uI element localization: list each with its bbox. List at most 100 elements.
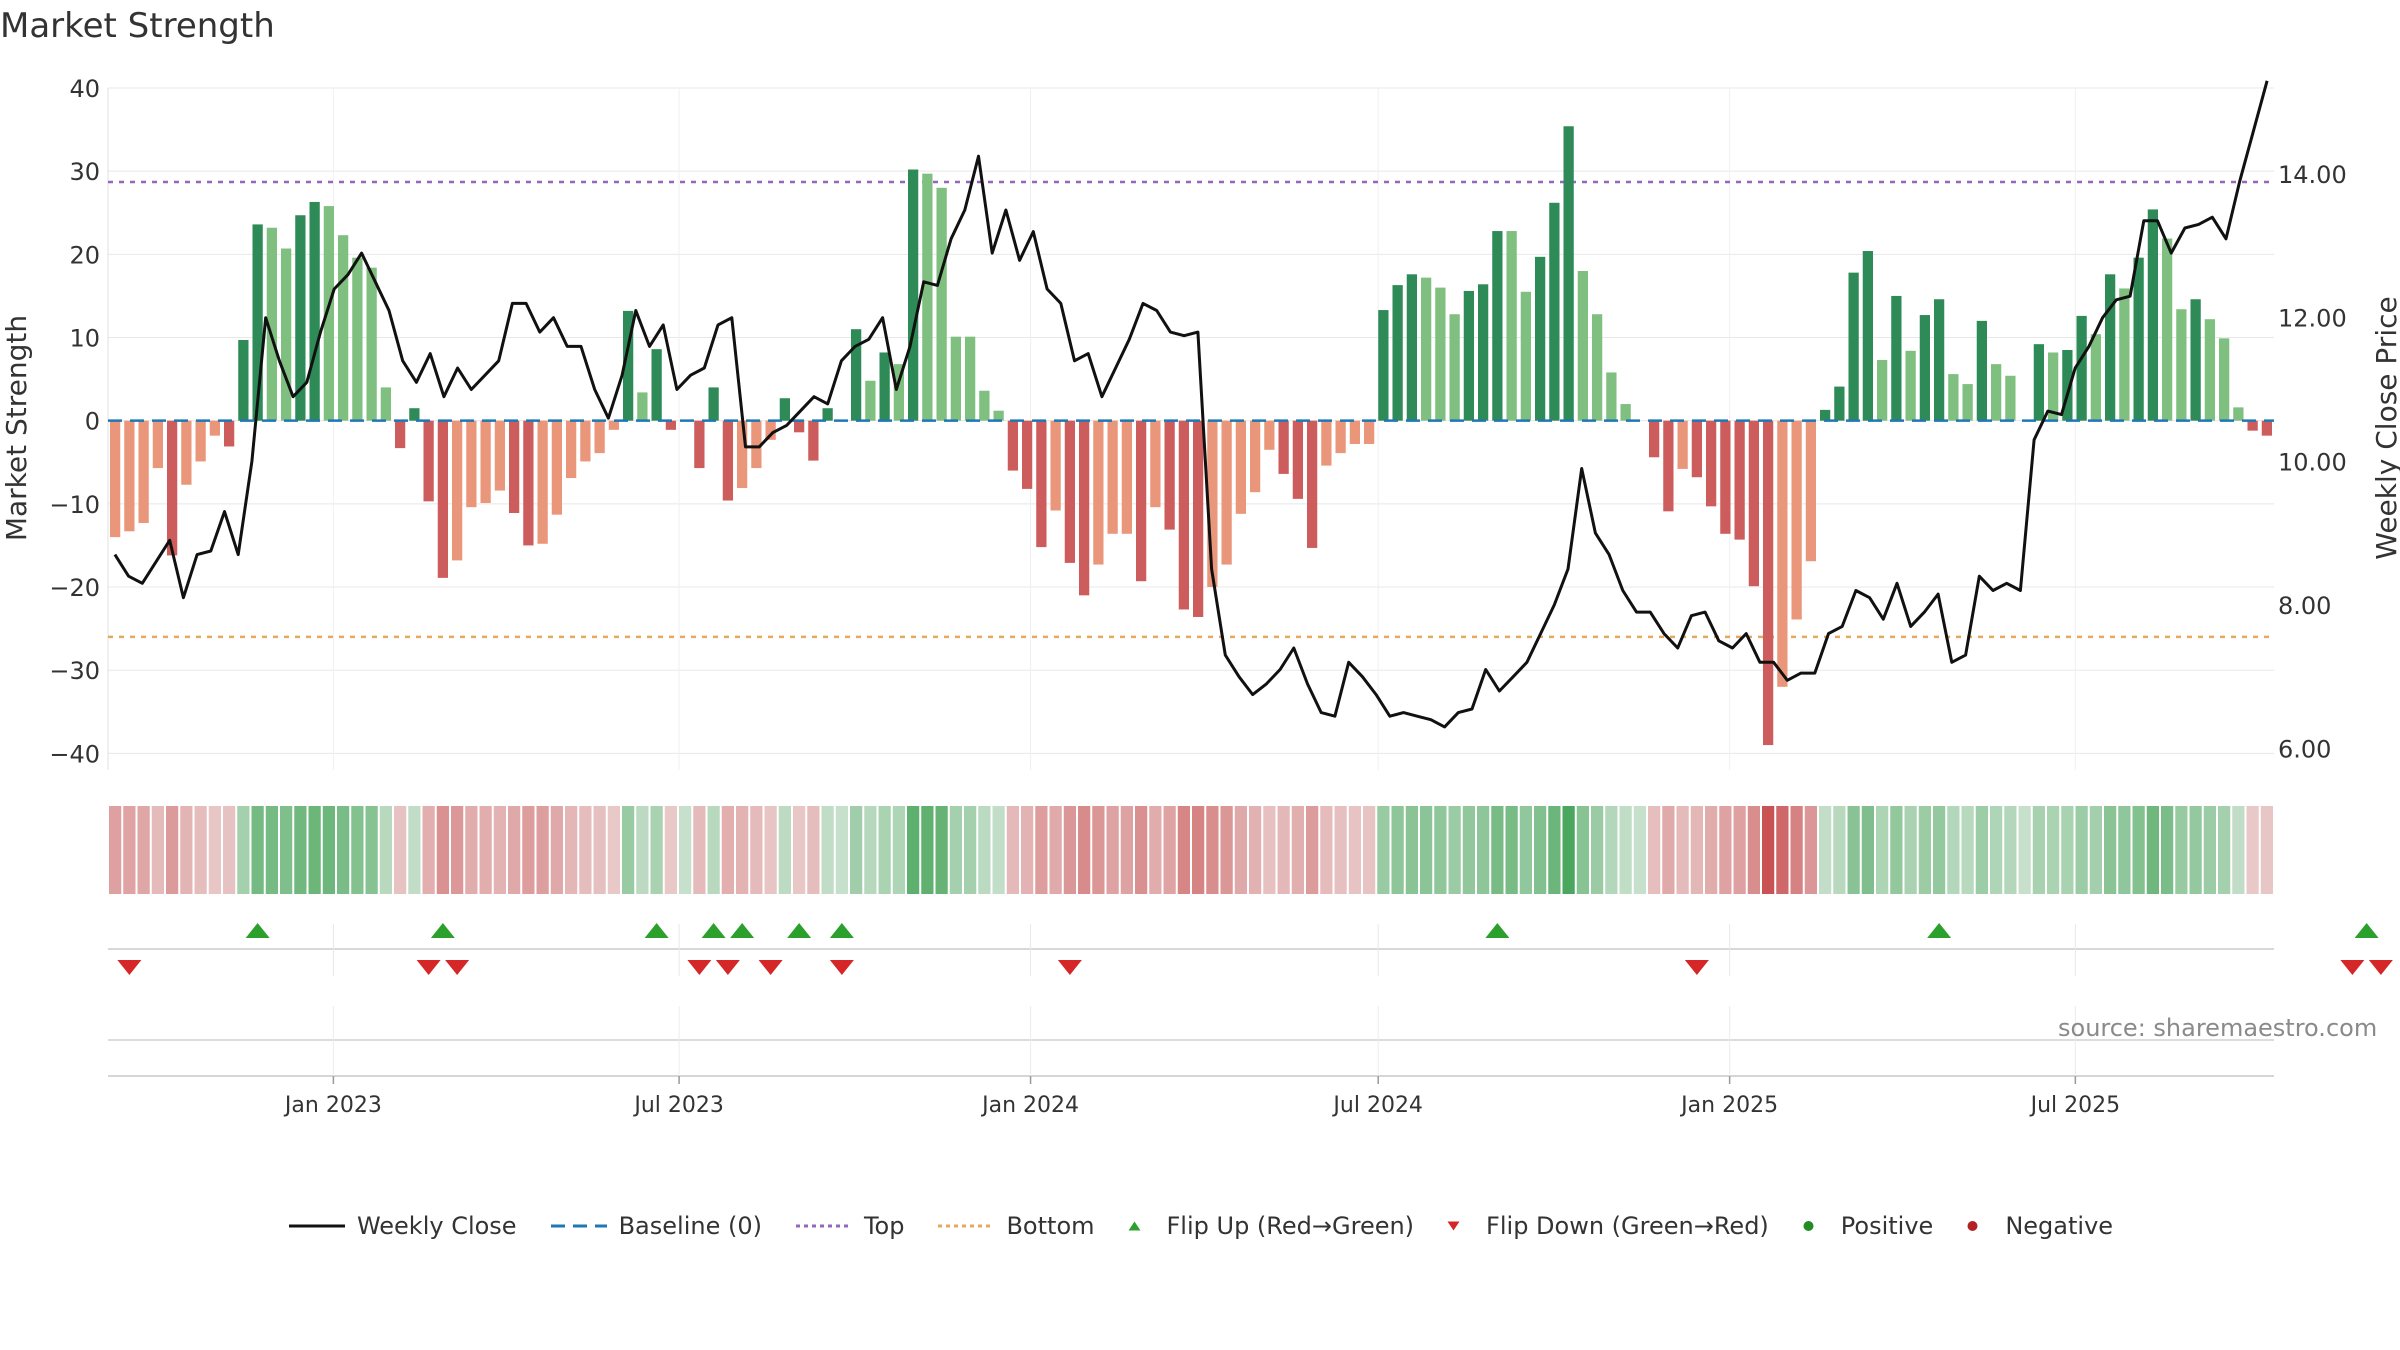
strip-cell — [194, 806, 207, 894]
strip-cell — [1747, 806, 1760, 894]
strip-cell — [1420, 806, 1433, 894]
flip-up-marker — [430, 923, 455, 938]
strip-cell — [1363, 806, 1376, 894]
reference-lines — [108, 180, 2274, 639]
strength-bar — [1178, 420, 1190, 610]
strip-cell — [636, 806, 649, 894]
strip-cell — [465, 806, 478, 894]
strip-cell — [2004, 806, 2017, 894]
strength-bar — [1705, 420, 1717, 507]
flip-up-marker — [829, 923, 854, 938]
strength-bar — [423, 420, 434, 502]
strip-cell — [1975, 806, 1988, 894]
strength-bar — [152, 420, 164, 469]
strength-bar — [1235, 420, 1247, 514]
strength-bar — [1506, 231, 1517, 421]
strength-bar — [109, 420, 121, 538]
strength-bar — [551, 420, 563, 515]
x-axis: Jan 2023 Jul 2023 Jan 2024 Jul 2024 Jan 2025… — [108, 924, 2274, 1118]
strip-cell — [1106, 806, 1119, 894]
strip-cell — [1605, 806, 1618, 894]
strip-cell — [1306, 806, 1319, 894]
strength-bar — [2104, 274, 2116, 421]
strip-cell — [1705, 806, 1718, 894]
strength-bar — [765, 420, 776, 440]
strength-bar — [1420, 277, 1432, 421]
strip-cell — [351, 806, 364, 894]
strip-cell — [1078, 806, 1091, 894]
legend-label: Top — [863, 1212, 905, 1240]
strength-bar — [1492, 231, 1503, 421]
strength-bar — [1449, 314, 1460, 421]
flip-up-marker — [1927, 923, 1952, 938]
flip-down-marker — [829, 960, 854, 975]
strip-cell — [1990, 806, 2003, 894]
strength-bar — [2176, 309, 2187, 421]
strip-cell — [1149, 806, 1162, 894]
strip-cell — [679, 806, 692, 894]
strength-bar — [2218, 338, 2230, 421]
strength-bar — [1477, 284, 1489, 421]
strength-bar — [694, 420, 705, 469]
weekly-close-line — [113, 80, 2269, 729]
strength-bar — [1321, 420, 1332, 466]
strength-bar — [1007, 420, 1019, 471]
strength-bar — [1520, 291, 1532, 421]
strength-bar — [309, 201, 320, 421]
strength-bar — [1748, 420, 1760, 587]
strength-bar — [580, 420, 591, 462]
strip-cell — [2260, 806, 2273, 894]
dot-icon — [1967, 1221, 1978, 1231]
strength-bar — [1378, 310, 1389, 421]
strength-bar — [1591, 314, 1603, 421]
strip-cell — [422, 806, 435, 894]
strip-cell — [1491, 806, 1504, 894]
strength-bar — [437, 420, 449, 578]
strip-cell — [878, 806, 891, 894]
strength-bar — [2005, 375, 2016, 421]
strength-bar — [494, 420, 506, 491]
strength-bar — [808, 420, 819, 461]
legend-label: Baseline (0) — [618, 1212, 762, 1240]
strip-cell — [294, 806, 307, 894]
strip-cell — [1120, 806, 1133, 894]
strength-bar — [2076, 315, 2087, 421]
strip-cell — [1576, 806, 1589, 894]
strip-cell — [1790, 806, 1803, 894]
strength-bar — [1093, 420, 1104, 565]
y-tick-label: 0 — [85, 408, 100, 436]
y2-tick-label: 6.00 — [2278, 735, 2331, 763]
strength-bar — [665, 420, 677, 430]
strip-cell — [265, 806, 278, 894]
strength-bar — [2090, 334, 2102, 421]
strength-bar — [1292, 420, 1304, 499]
flip-down-marker — [1057, 960, 1082, 975]
strip-cell — [793, 806, 806, 894]
strength-bar — [922, 173, 933, 421]
strength-bar — [1021, 420, 1033, 489]
strength-bar — [1577, 270, 1589, 421]
strength-bar — [166, 420, 178, 556]
strip-cell — [1562, 806, 1575, 894]
strip-cell — [1334, 806, 1347, 894]
strength-bar — [1207, 420, 1218, 588]
strength-bar — [1121, 420, 1133, 534]
strip-cell — [379, 806, 392, 894]
strength-bar — [1534, 256, 1546, 421]
legend-label: Flip Up (Red→Green) — [1166, 1212, 1415, 1240]
strength-bar — [337, 235, 349, 421]
strip-cell — [707, 806, 720, 894]
strip-cell — [1462, 806, 1475, 894]
strip-cell — [151, 806, 164, 894]
strip-cell — [664, 806, 677, 894]
strength-bar — [1306, 420, 1318, 548]
x-tick-label: Jan 2023 — [283, 1093, 382, 1118]
strip-cell — [1519, 806, 1532, 894]
strength-bar — [1549, 202, 1560, 421]
flip-down-marker — [2368, 960, 2393, 975]
strip-cell — [251, 806, 264, 894]
strip-cell — [1320, 806, 1333, 894]
strip-cell — [1063, 806, 1076, 894]
strength-bar — [1848, 272, 1859, 421]
strength-bar — [280, 248, 292, 421]
